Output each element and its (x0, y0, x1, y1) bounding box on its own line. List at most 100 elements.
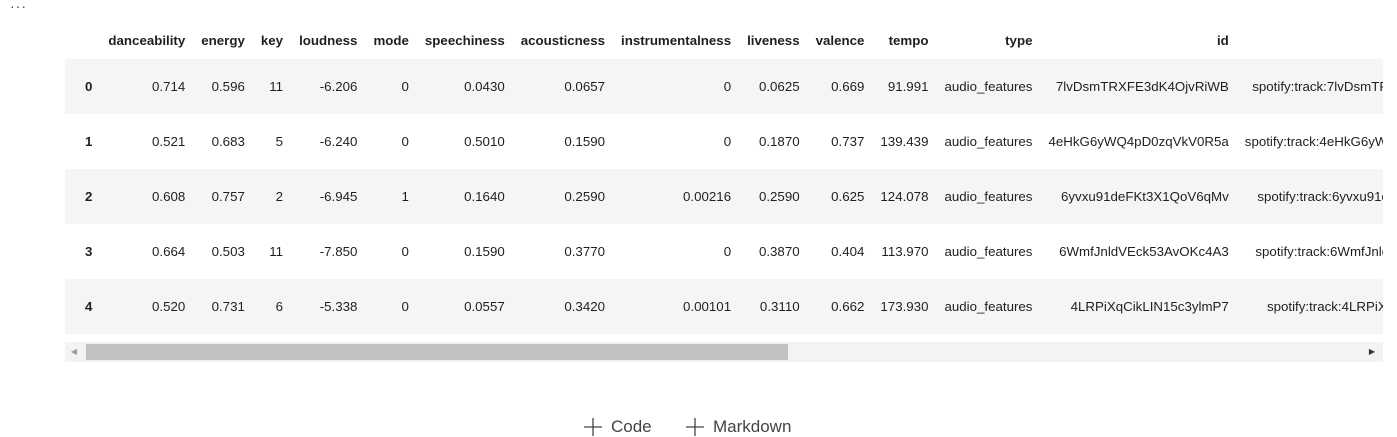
cell-id: 6yvxu91deFKt3X1QoV6qMv (1061, 189, 1229, 204)
table-header-row: danceability energy key loudness mode sp… (65, 22, 1383, 59)
cell-liveness: 0.0625 (758, 79, 800, 94)
cell-id: 6WmfJnldVEck53AvOKc4A3 (1059, 244, 1229, 259)
cell-instrumentalness: 0 (723, 79, 732, 94)
cell-type: audio_features (944, 299, 1033, 314)
cell-type: audio_features (944, 244, 1033, 259)
cell-id: 7lvDsmTRXFE3dK4OjvRiWB (1055, 79, 1229, 94)
cell-valence: 0.625 (831, 189, 865, 204)
add-code-label: Code (611, 417, 652, 436)
column-header-valence: valence (815, 33, 865, 48)
cell-energy: 0.757 (211, 189, 245, 204)
column-header-instrumentalness: instrumentalness (621, 33, 732, 48)
cell-energy: 0.503 (211, 244, 245, 259)
cell-tempo: 91.991 (887, 79, 929, 94)
cell-liveness: 0.3110 (759, 299, 800, 314)
column-header-uri: uri (1237, 22, 1383, 59)
cell-acousticness: 0.1590 (564, 134, 605, 149)
cell-speechiness: 0.1590 (464, 244, 505, 259)
cell-uri: spotify:track:4eHkG6yWQ4pD0zqVkV0R5a (1244, 134, 1383, 149)
column-header-liveness: liveness (747, 33, 800, 48)
table-row: 1 0.521 0.683 5 -6.240 0 0.5010 0.1590 0… (65, 114, 1383, 169)
cell-liveness: 0.3870 (758, 244, 800, 259)
cell-key: 11 (269, 79, 284, 94)
cell-danceability: 0.608 (151, 189, 186, 204)
cell-tempo: 113.970 (881, 244, 929, 259)
scroll-right-arrow-icon[interactable]: ▶ (1368, 347, 1376, 356)
cell-danceability: 0.714 (151, 79, 186, 94)
cell-uri: spotify:track:7lvDsmTRXFE3dK4OjvRiWB (1252, 79, 1383, 94)
cell-key: 11 (269, 244, 284, 259)
cell-more-actions-icon[interactable]: ··· (10, 0, 27, 14)
add-cell-toolbar: Code Markdown (0, 414, 1397, 437)
column-header-danceability: danceability (108, 33, 186, 48)
column-header-acousticness: acousticness (520, 33, 605, 48)
cell-speechiness: 0.1640 (464, 189, 505, 204)
column-header-tempo: tempo (888, 33, 929, 48)
cell-speechiness: 0.5010 (464, 134, 505, 149)
cell-valence: 0.669 (831, 79, 865, 94)
add-markdown-cell-button[interactable]: Markdown (685, 414, 791, 437)
cell-uri: spotify:track:6yvxu91deFKt3X1QoV6qMv (1257, 189, 1383, 204)
column-header-mode: mode (373, 33, 409, 48)
cell-danceability: 0.521 (151, 134, 186, 149)
column-header-id: id (1216, 33, 1229, 48)
cell-energy: 0.683 (211, 134, 245, 149)
cell-key: 6 (275, 299, 284, 314)
cell-loudness: -6.240 (319, 134, 358, 149)
cell-energy: 0.731 (211, 299, 245, 314)
column-header-loudness: loudness (299, 33, 358, 48)
column-header-key: key (260, 33, 284, 48)
cell-uri: spotify:track:4LRPiXqCikLIN15c3ylmP7 (1266, 299, 1383, 314)
row-index: 2 (85, 189, 93, 204)
cell-id: 4LRPiXqCikLIN15c3ylmP7 (1070, 299, 1229, 314)
cell-valence: 0.737 (831, 134, 865, 149)
column-header-energy: energy (201, 33, 245, 48)
cell-instrumentalness: 0.00216 (683, 189, 732, 204)
cell-danceability: 0.664 (151, 244, 186, 259)
scrollbar-thumb[interactable] (86, 344, 788, 360)
cell-loudness: -5.338 (319, 299, 358, 314)
plus-icon (584, 418, 602, 436)
dataframe-table: danceability energy key loudness mode sp… (65, 22, 1383, 334)
add-code-cell-button[interactable]: Code (583, 414, 652, 437)
table-row: 3 0.664 0.503 11 -7.850 0 0.1590 0.3770 … (65, 224, 1383, 279)
cell-mode: 0 (401, 244, 409, 259)
cell-key: 5 (275, 134, 284, 149)
cell-acousticness: 0.0657 (564, 79, 605, 94)
table-row: 2 0.608 0.757 2 -6.945 1 0.1640 0.2590 0… (65, 169, 1383, 224)
cell-valence: 0.662 (831, 299, 865, 314)
cell-acousticness: 0.2590 (564, 189, 605, 204)
cell-mode: 1 (401, 189, 409, 204)
cell-mode: 0 (401, 79, 409, 94)
cell-mode: 0 (401, 299, 409, 314)
table-row: 0 0.714 0.596 11 -6.206 0 0.0430 0.0657 … (65, 59, 1383, 114)
cell-type: audio_features (944, 134, 1033, 149)
column-header-speechiness: speechiness (424, 33, 505, 48)
row-index: 1 (85, 134, 93, 149)
cell-tempo: 139.439 (880, 134, 929, 149)
cell-valence: 0.404 (831, 244, 865, 259)
cell-acousticness: 0.3420 (564, 299, 605, 314)
cell-instrumentalness: 0.00101 (683, 299, 732, 314)
plus-icon (686, 418, 704, 436)
cell-loudness: -6.206 (319, 79, 358, 94)
cell-speechiness: 0.0430 (464, 79, 505, 94)
cell-key: 2 (275, 189, 284, 204)
cell-tempo: 124.078 (880, 189, 929, 204)
cell-loudness: -7.850 (319, 244, 358, 259)
horizontal-scrollbar[interactable]: ◀ ▶ (65, 342, 1383, 362)
cell-mode: 0 (401, 134, 409, 149)
row-index: 3 (85, 244, 93, 259)
cell-tempo: 173.930 (880, 299, 929, 314)
cell-danceability: 0.520 (151, 299, 186, 314)
cell-uri: spotify:track:6WmfJnldVEck53AvOKc4A3 (1255, 244, 1383, 259)
table-row: 4 0.520 0.731 6 -5.338 0 0.0557 0.3420 0… (65, 279, 1383, 334)
scroll-left-arrow-icon[interactable]: ◀ (70, 347, 78, 356)
cell-energy: 0.596 (211, 79, 245, 94)
cell-liveness: 0.2590 (758, 189, 800, 204)
row-index: 4 (85, 299, 93, 314)
cell-acousticness: 0.3770 (564, 244, 605, 259)
cell-id: 4eHkG6yWQ4pD0zqVkV0R5a (1048, 134, 1229, 149)
cell-type: audio_features (944, 79, 1033, 94)
